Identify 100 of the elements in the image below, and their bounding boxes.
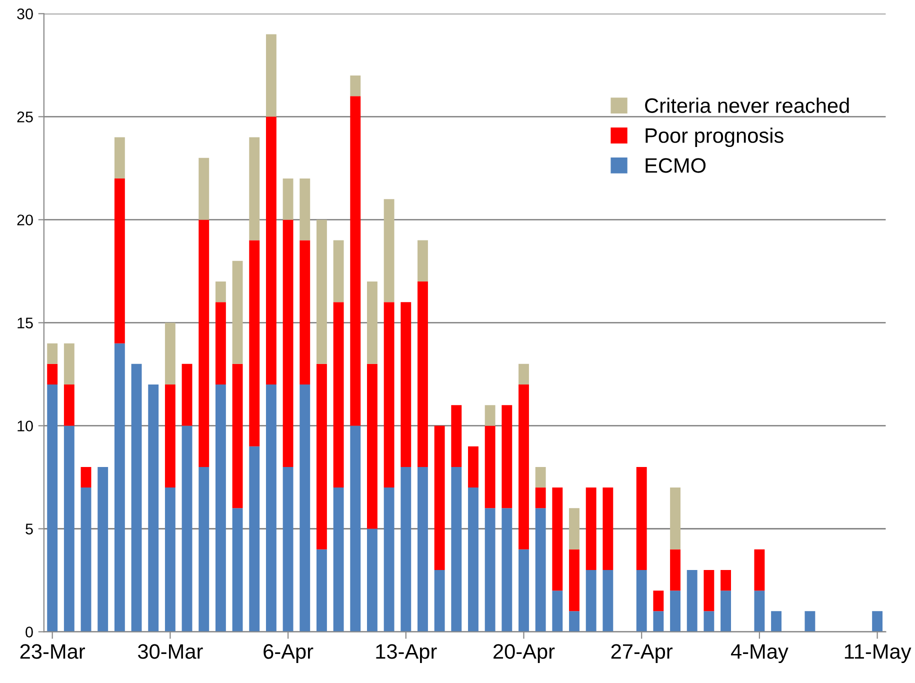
bar (232, 260, 243, 364)
bar (502, 508, 512, 632)
bar (535, 508, 546, 632)
bar (300, 240, 310, 385)
bar (198, 466, 210, 632)
bar (670, 590, 680, 632)
bar (535, 466, 546, 488)
legend-label: Poor prognosis (646, 128, 784, 148)
bar (670, 488, 680, 550)
bar (653, 611, 664, 632)
bar (215, 384, 226, 632)
bar (636, 570, 647, 632)
bar (502, 405, 512, 508)
bar (451, 466, 462, 632)
bar (484, 426, 496, 508)
bar (636, 466, 647, 570)
bar (535, 488, 546, 508)
bar (64, 384, 74, 426)
bar (164, 488, 176, 632)
bar (384, 302, 394, 488)
bar (114, 178, 125, 344)
bar (215, 302, 226, 385)
bar (418, 240, 428, 282)
x-tick-label: 30-Mar (138, 644, 203, 659)
bar (804, 611, 816, 632)
bar (148, 384, 159, 632)
legend-label: Criteria never reached (645, 98, 849, 113)
bar (754, 590, 765, 632)
bar (98, 466, 108, 632)
bar (418, 282, 428, 467)
bar (586, 570, 596, 632)
bar (350, 75, 361, 96)
y-tick-label: 20 (17, 214, 33, 226)
y-tick-label: 25 (17, 112, 33, 122)
y-tick-label: 15 (18, 318, 33, 328)
bar (282, 220, 294, 467)
x-tick-label: 20-Apr (494, 644, 555, 663)
bar (333, 302, 344, 488)
bar (720, 590, 731, 632)
bar (333, 240, 344, 302)
bar (872, 611, 883, 632)
bar (720, 570, 731, 591)
x-tick-label: 11-May (844, 644, 912, 663)
bar (569, 549, 580, 612)
bar (552, 590, 563, 632)
bar (670, 549, 680, 591)
bar (367, 282, 378, 364)
bar (468, 488, 478, 632)
bar (367, 528, 378, 632)
bar (316, 549, 327, 632)
x-tick-label: 27-Apr (611, 644, 673, 663)
bar (384, 199, 394, 302)
bar (418, 466, 428, 632)
bar (518, 549, 529, 632)
bar (249, 137, 260, 240)
bar (333, 488, 344, 632)
x-tick-label: 23-Mar (20, 644, 85, 659)
y-tick-label: 0 (26, 626, 33, 638)
bar (164, 322, 176, 385)
bar (468, 446, 478, 488)
bar (64, 426, 74, 632)
bar (215, 282, 226, 302)
bar (451, 405, 462, 467)
bar (754, 549, 765, 591)
bar (569, 508, 580, 550)
bar (266, 116, 276, 385)
bar (198, 220, 210, 467)
bar (249, 446, 260, 632)
legend-label: ECMO (646, 158, 706, 173)
bar (434, 570, 445, 632)
bar (47, 343, 58, 364)
bar (602, 570, 614, 632)
bar (400, 302, 412, 467)
bar (80, 488, 92, 632)
bar (653, 590, 664, 612)
bar (484, 508, 496, 632)
bar (47, 384, 58, 632)
bar (47, 364, 58, 385)
bar (400, 466, 412, 632)
bar (266, 384, 276, 632)
bar (384, 488, 394, 632)
bar (114, 137, 125, 178)
bar (164, 384, 176, 488)
bar (350, 426, 361, 632)
bar (434, 426, 445, 570)
bar (182, 364, 192, 426)
bar (232, 364, 243, 508)
y-tick-label: 10 (18, 420, 33, 432)
bar (249, 240, 260, 446)
bar (552, 488, 563, 591)
bar (704, 570, 714, 612)
bar (266, 34, 276, 117)
bar (367, 364, 378, 529)
bar (316, 220, 327, 364)
y-tick-label: 5 (26, 524, 33, 534)
bar (64, 343, 74, 385)
bar (282, 466, 294, 632)
x-tick-label: 6-Apr (264, 644, 314, 663)
bar (300, 384, 310, 632)
bar (80, 466, 92, 488)
